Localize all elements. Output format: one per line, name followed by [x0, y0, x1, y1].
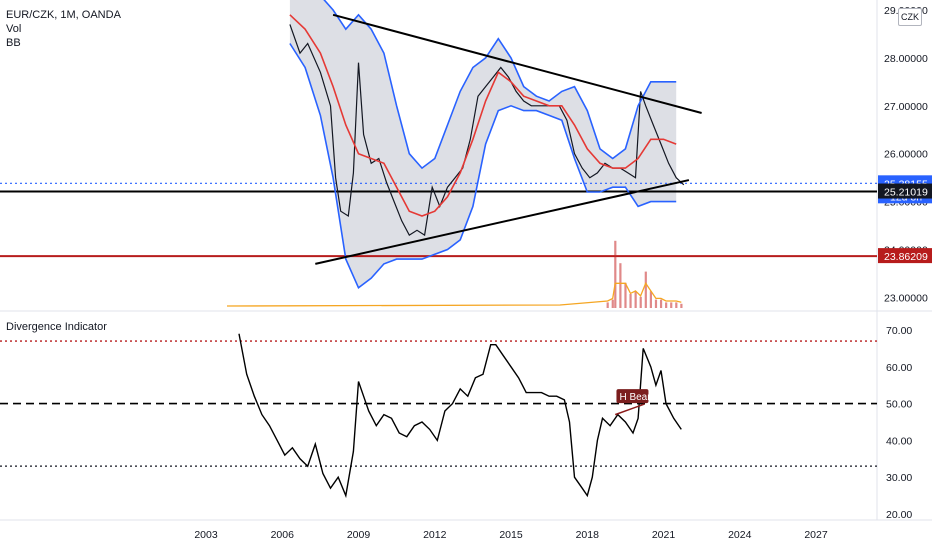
annotation-box: [616, 389, 649, 404]
price-label-box: [878, 248, 932, 264]
series-bb-upper: [323, 0, 677, 170]
time-tick-label: 2018: [576, 529, 600, 541]
volume-bar: [680, 303, 683, 308]
indicator-annotation: H Bear: [614, 389, 651, 416]
time-tick-label: 2003: [194, 529, 218, 541]
price-label-value: 23.86209: [884, 251, 928, 263]
indicator-title[interactable]: Divergence Indicator: [6, 321, 107, 333]
trendlines[interactable]: [315, 13, 702, 265]
trendline-0: [332, 13, 702, 114]
volume-bar: [649, 291, 652, 308]
time-axis-ticks[interactable]: 2003 2006 2009 2012 2015 2018 2021 2024 2027: [194, 529, 828, 541]
price-series: [289, 0, 685, 290]
volume-bar: [659, 299, 663, 308]
time-tick-label: 2021: [652, 529, 676, 541]
annotation-text: H Bear: [619, 392, 651, 403]
bollinger-band-fill: [289, 0, 677, 288]
indicator-axis-ticks[interactable]: 70.00 60.00 50.00 40.00 30.00 20.00: [886, 325, 912, 521]
volume-bar: [644, 271, 647, 308]
time-tick-label: 2012: [423, 529, 447, 541]
horizontal-lines: [0, 182, 877, 258]
indicator-legend: Divergence Indicator: [6, 320, 107, 334]
chart-legend: EUR/CZK, 1M, OANDA Vol BB: [6, 8, 121, 50]
volume-ma-line: [226, 281, 682, 307]
time-tick-label: 2015: [499, 529, 523, 541]
indicator-tick-label: 40.00: [886, 435, 912, 447]
volume-bar: [670, 302, 673, 308]
volume-bar: [611, 299, 614, 308]
indicator-tick-label: 60.00: [886, 362, 912, 374]
volume-indicator-label[interactable]: Vol: [6, 23, 22, 35]
price-label-value: 25.21019: [884, 187, 928, 199]
annotation-connector: [614, 403, 645, 416]
volume-bar: [639, 296, 642, 308]
price-tick-label: 23.00000: [884, 292, 928, 304]
indicator-tick-label: 50.00: [886, 399, 912, 411]
volume-bar: [619, 263, 622, 308]
series-bb-basis: [289, 14, 677, 217]
indicator-pane[interactable]: [0, 312, 877, 517]
indicator-pane-background: [0, 312, 877, 517]
trendline-1: [315, 179, 690, 265]
volume-bar: [665, 302, 668, 308]
volume-bar: [634, 291, 637, 308]
indicator-tick-label: 20.00: [886, 509, 912, 521]
price-tick-label: 26.00000: [884, 149, 928, 161]
time-tick-label: 2009: [347, 529, 371, 541]
series-price: [289, 24, 685, 237]
indicator-tick-label: 30.00: [886, 472, 912, 484]
time-tick-label: 2006: [271, 529, 295, 541]
time-tick-label: 2027: [804, 529, 828, 541]
volume-bar: [624, 282, 627, 308]
currency-button[interactable]: CZK: [898, 8, 922, 26]
volume-bar: [654, 299, 658, 308]
symbol-title[interactable]: EUR/CZK, 1M, OANDA: [6, 9, 121, 21]
indicator-tick-label: 70.00: [886, 325, 912, 337]
price-label-box: [878, 183, 932, 199]
indicator-horizontal-lines: [0, 340, 877, 467]
series-bb-lower: [289, 43, 677, 290]
indicator-series: [238, 333, 682, 499]
volume-bar: [614, 240, 617, 308]
volume-bar: [606, 302, 609, 308]
divergence-line: [238, 333, 682, 499]
volume-bar: [629, 294, 632, 308]
volume-bar: [675, 302, 678, 308]
volume-bars: [226, 240, 683, 308]
price-tick-label: 28.00000: [884, 53, 928, 65]
price-tick-label: 27.00000: [884, 101, 928, 113]
bollinger-indicator-label[interactable]: BB: [6, 37, 21, 49]
bollinger-band-area: [289, 0, 677, 288]
time-tick-label: 2024: [728, 529, 752, 541]
